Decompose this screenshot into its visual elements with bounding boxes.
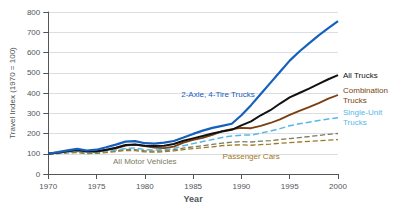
- svg-text:All Motor Vehicles: All Motor Vehicles: [113, 157, 177, 166]
- svg-text:1985: 1985: [184, 182, 202, 191]
- svg-text:Combination: Combination: [343, 86, 388, 95]
- svg-text:700: 700: [27, 28, 41, 37]
- svg-text:800: 800: [27, 8, 41, 17]
- svg-text:100: 100: [27, 149, 41, 158]
- svg-text:All Trucks: All Trucks: [343, 71, 378, 80]
- svg-text:1990: 1990: [233, 182, 251, 191]
- svg-text:1970: 1970: [39, 182, 57, 191]
- svg-text:300: 300: [27, 109, 41, 118]
- svg-text:Trucks: Trucks: [343, 118, 367, 127]
- svg-text:500: 500: [27, 68, 41, 77]
- svg-text:1995: 1995: [281, 182, 299, 191]
- svg-text:2-Axle, 4-Tire Trucks: 2-Axle, 4-Tire Trucks: [181, 90, 255, 99]
- svg-text:600: 600: [27, 48, 41, 57]
- svg-text:Single-Unit: Single-Unit: [343, 108, 383, 117]
- svg-text:0: 0: [36, 170, 41, 179]
- svg-text:Year: Year: [184, 194, 204, 204]
- svg-text:400: 400: [27, 89, 41, 98]
- svg-text:Passenger Cars: Passenger Cars: [222, 152, 279, 161]
- svg-text:Trucks: Trucks: [343, 96, 367, 105]
- svg-text:2000: 2000: [329, 182, 347, 191]
- svg-text:1980: 1980: [136, 182, 154, 191]
- svg-text:200: 200: [27, 129, 41, 138]
- svg-text:Travel Index (1970 = 100): Travel Index (1970 = 100): [8, 47, 17, 139]
- svg-text:1975: 1975: [88, 182, 106, 191]
